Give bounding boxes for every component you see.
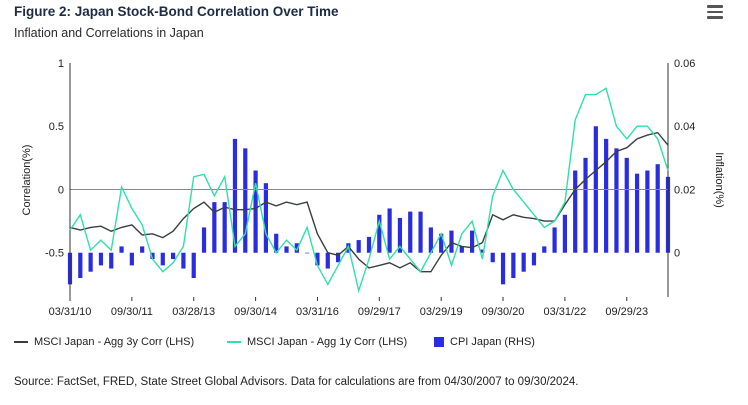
x-tick-label: 09/30/11 xyxy=(111,306,153,318)
cpi-bar xyxy=(356,240,361,253)
cpi-bar xyxy=(470,230,475,253)
cpi-bar xyxy=(232,138,238,253)
cpi-bar xyxy=(284,246,289,253)
cpi-bar xyxy=(263,183,268,253)
cpi-bar xyxy=(140,246,145,253)
x-tick-label: 09/29/23 xyxy=(605,306,648,318)
cpi-bar xyxy=(408,211,413,253)
cpi-bar xyxy=(634,173,640,253)
x-tick-label: 03/31/22 xyxy=(543,306,586,318)
y-tick-label-right: 0 xyxy=(674,248,680,260)
legend-label-cpi: CPI Japan (RHS) xyxy=(450,336,535,348)
cpi-bar xyxy=(274,233,279,253)
cpi-bar xyxy=(624,157,629,253)
cpi-bar xyxy=(253,170,258,253)
cpi-bar xyxy=(243,148,248,253)
cpi-bar xyxy=(294,243,299,253)
x-tick-label: 03/31/10 xyxy=(49,306,92,318)
legend-item-1y[interactable]: MSCI Japan - Agg 1y Corr (LHS) xyxy=(227,336,407,348)
cpi-bar xyxy=(181,252,186,269)
chart-area: 1 0.5 0 -0.5 0.06 0.04 0.02 0 03/31/10 09/30/11 03… xyxy=(21,58,725,318)
y-axis-title-left: Correlation(%) xyxy=(21,145,33,216)
legend-swatch-cpi xyxy=(434,337,444,347)
cpi-bar xyxy=(305,252,310,254)
legend-swatch-1y xyxy=(227,341,241,343)
cpi-bar xyxy=(583,157,588,253)
legend-item-3y[interactable]: MSCI Japan - Agg 3y Corr (LHS) xyxy=(14,336,194,348)
legend-swatch-3y xyxy=(14,341,28,343)
corr-3y-line xyxy=(69,131,669,273)
y-tick-label-left: 0 xyxy=(58,184,64,196)
chart-subtitle: Inflation and Correlations in Japan xyxy=(14,26,204,40)
x-tick-label: 09/30/14 xyxy=(234,306,277,318)
cpi-bar xyxy=(171,252,176,260)
cpi-bar xyxy=(428,227,433,253)
cpi-bar xyxy=(129,252,134,266)
cpi-bar xyxy=(150,252,155,260)
y-tick-label-left: -0.5 xyxy=(45,248,64,260)
cpi-bar xyxy=(490,252,495,263)
axis-labels: 1 0.5 0 -0.5 0.06 0.04 0.02 0 03/31/10 09/30/11 03… xyxy=(21,58,725,318)
y-tick-label-right: 0.02 xyxy=(674,184,695,196)
cpi-bar xyxy=(78,252,83,279)
x-tick-label: 03/29/19 xyxy=(420,306,463,318)
cpi-bar xyxy=(191,252,196,279)
cpi-bar xyxy=(325,252,330,269)
cpi-bar xyxy=(459,246,464,253)
cpi-bar xyxy=(645,170,650,253)
y-axis-title-right: Inflation(%) xyxy=(713,152,725,208)
hamburger-menu-icon[interactable] xyxy=(707,5,723,19)
cpi-bar xyxy=(160,252,165,266)
y-tick-label-right: 0.06 xyxy=(674,58,695,70)
cpi-bar xyxy=(222,202,227,253)
cpi-bar xyxy=(614,148,619,253)
cpi-bar xyxy=(397,217,403,253)
x-tick-label: 03/28/13 xyxy=(172,306,215,318)
cpi-bar xyxy=(98,252,104,266)
cpi-bar xyxy=(511,252,516,279)
cpi-bar xyxy=(573,170,578,253)
y-tick-label-left: 0.5 xyxy=(49,121,64,133)
axes xyxy=(69,63,669,297)
cpi-bar xyxy=(655,164,660,253)
y-tick-label-left: 1 xyxy=(58,58,64,70)
x-tick-label: 03/31/16 xyxy=(296,306,339,318)
cpi-bar xyxy=(366,236,372,253)
cpi-bar xyxy=(335,252,341,263)
x-tick-label: 09/30/20 xyxy=(482,306,525,318)
cpi-bar xyxy=(500,252,506,285)
cpi-bar xyxy=(119,246,124,253)
cpi-bar xyxy=(387,208,392,253)
chart-title: Figure 2: Japan Stock-Bond Correlation O… xyxy=(14,4,339,19)
cpi-bar xyxy=(201,227,207,253)
cpi-bar xyxy=(449,230,454,253)
cpi-bar xyxy=(604,138,609,253)
cpi-bar xyxy=(109,252,114,269)
corr-1y-line xyxy=(69,87,669,294)
x-tick-label: 09/29/17 xyxy=(358,306,401,318)
legend-label-3y: MSCI Japan - Agg 3y Corr (LHS) xyxy=(34,336,195,348)
cpi-bar xyxy=(418,211,423,253)
legend-label-1y: MSCI Japan - Agg 1y Corr (LHS) xyxy=(247,336,408,348)
y-tick-label-right: 0.04 xyxy=(674,121,695,133)
cpi-bar xyxy=(542,246,547,253)
cpi-bar xyxy=(88,252,93,272)
cpi-bar xyxy=(377,214,382,253)
cpi-bar xyxy=(480,249,485,253)
cpi-bar xyxy=(531,252,537,266)
cpi-bar xyxy=(212,202,217,253)
cpi-bar xyxy=(439,233,444,253)
cpi-bar xyxy=(315,252,320,266)
cpi-bar xyxy=(521,252,526,272)
legend-item-cpi[interactable]: CPI Japan (RHS) xyxy=(434,336,535,348)
source-note: Source: FactSet, FRED, State Street Glob… xyxy=(14,376,579,388)
cpi-bar xyxy=(552,227,557,253)
cpi-bar xyxy=(562,214,567,253)
